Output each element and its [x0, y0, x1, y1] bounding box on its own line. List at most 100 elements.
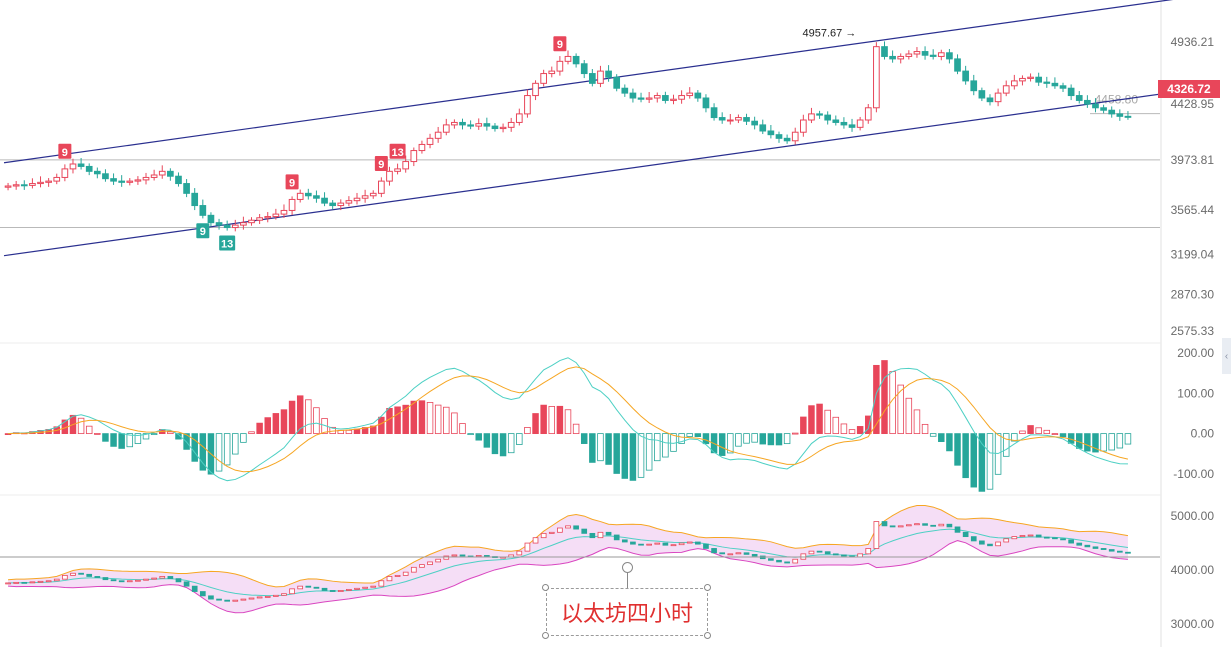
candle-body	[69, 163, 77, 170]
candle-body	[556, 60, 564, 72]
annotation-text: 以太坊四小时	[560, 602, 693, 627]
panel-collapse-handle[interactable]: ‹	[1222, 338, 1231, 374]
macd-histogram-bar	[223, 433, 231, 466]
band-panel-candle	[597, 531, 604, 539]
macd-histogram-bar	[110, 433, 117, 447]
annotation-handle-bl[interactable]	[542, 632, 549, 639]
candle-body	[410, 150, 418, 163]
candle-body	[29, 183, 36, 186]
macd-histogram-bar	[1108, 433, 1115, 451]
y-tick-label: 4428.95	[1171, 97, 1215, 111]
band-panel-candle	[621, 539, 628, 543]
band-panel-candle	[167, 576, 174, 580]
band-panel-candle	[914, 523, 920, 526]
macd-histogram-bar	[85, 425, 93, 435]
band-mid-line	[8, 528, 1129, 597]
annotation-handle-tl[interactable]	[542, 584, 549, 591]
candle-body	[540, 73, 547, 84]
band-panel-candle	[808, 550, 815, 555]
macd-histogram-bar	[800, 416, 807, 435]
macd-histogram-bar	[897, 384, 904, 435]
candle-body	[142, 176, 150, 181]
candle-body	[110, 178, 117, 182]
band-panel-candle	[1116, 550, 1123, 553]
macd-histogram-bar	[808, 405, 815, 435]
macd-histogram-bar	[1092, 433, 1099, 453]
band-panel-candle	[224, 599, 231, 602]
band-panel-candle	[589, 532, 596, 539]
annotation-textbox[interactable]: 以太坊四小时	[546, 588, 708, 636]
band-panel-candle	[735, 552, 742, 555]
annotation-anchor-line	[627, 572, 628, 588]
band-panel-candle	[443, 555, 450, 560]
band-panel-candle	[289, 588, 295, 595]
candle-body	[662, 95, 669, 101]
band-panel-candle	[897, 525, 904, 528]
macd-histogram-bar	[629, 433, 637, 481]
candle-body	[816, 113, 823, 116]
band-panel-candle	[305, 585, 312, 588]
td-marker-box	[285, 174, 299, 190]
macd-histogram-bar	[986, 433, 994, 490]
macd-histogram-bar	[645, 433, 653, 471]
band-panel-candle	[232, 599, 239, 602]
candle-body	[929, 54, 937, 57]
y-tick-label: 2575.33	[1171, 324, 1215, 338]
candle-body	[329, 202, 337, 207]
candle-body	[118, 180, 126, 183]
band-panel-candle	[208, 595, 214, 600]
macd-histogram-bar	[865, 415, 872, 435]
candle-body	[386, 170, 393, 182]
band-panel-candle	[313, 586, 320, 589]
candle-body	[1059, 85, 1067, 89]
macd-histogram-bar	[199, 433, 207, 471]
td-marker-box	[219, 235, 236, 251]
band-upper-line	[8, 505, 1129, 588]
band-fill	[8, 505, 1128, 613]
band-panel-candle	[889, 525, 896, 528]
candle-body	[361, 195, 369, 199]
macd-histogram-bar	[791, 432, 799, 435]
candle-body	[686, 92, 694, 97]
macd-histogram-bar	[1027, 425, 1034, 435]
band-panel-candle	[1027, 534, 1034, 537]
candle-body	[767, 130, 775, 136]
macd-histogram-bar	[134, 433, 142, 444]
td-marker-label: 9	[557, 39, 563, 51]
band-panel-candle	[962, 531, 969, 538]
candle-body	[199, 205, 207, 216]
candle-body	[589, 73, 596, 84]
candle-body	[345, 200, 353, 204]
band-panel-candle	[459, 554, 466, 557]
macd-histogram-bar	[540, 404, 547, 435]
candle-body	[418, 143, 426, 152]
candle-body	[134, 179, 142, 182]
candle-body	[272, 213, 280, 218]
band-panel-candle	[297, 585, 304, 590]
macd-histogram-bar	[175, 433, 182, 440]
candle-body	[223, 224, 231, 229]
macd-histogram-bar	[1051, 433, 1059, 436]
td-marker-label: 9	[378, 159, 384, 171]
macd-histogram-bar	[759, 433, 767, 445]
band-panel-candle	[1092, 546, 1099, 549]
annotation-handle-tr[interactable]	[704, 584, 711, 591]
candle-body	[102, 173, 109, 180]
macd-histogram-bar	[451, 412, 458, 435]
macd-histogram-bar	[499, 433, 507, 457]
y-tick-label: 3565.44	[1171, 203, 1215, 217]
band-panel-candle	[151, 577, 157, 580]
band-panel-candle	[143, 578, 149, 581]
band-panel-candle	[841, 554, 847, 557]
candle-body	[378, 180, 385, 194]
y-tick-label: 3000.00	[1171, 617, 1215, 631]
band-panel-candle	[573, 525, 579, 530]
annotation-handle-br[interactable]	[704, 632, 711, 639]
macd-histogram-bar	[783, 433, 791, 445]
candle-body	[856, 119, 864, 128]
macd-histogram-bar	[1043, 429, 1051, 435]
band-panel-candle	[419, 564, 425, 568]
candle-body	[962, 70, 969, 82]
band-panel-candle	[329, 590, 336, 592]
